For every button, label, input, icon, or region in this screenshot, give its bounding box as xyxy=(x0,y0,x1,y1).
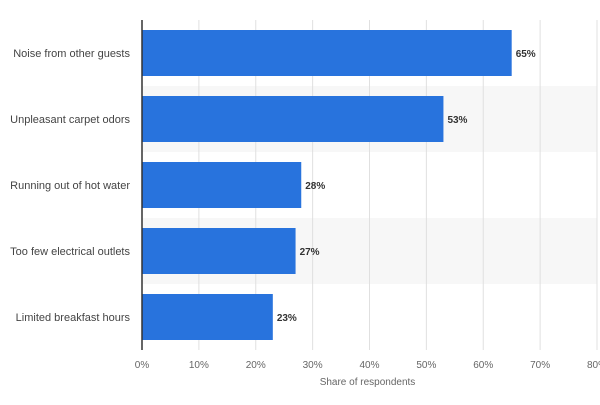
x-tick-label: 10% xyxy=(189,360,209,371)
value-label: 27% xyxy=(300,247,320,258)
x-tick-label: 0% xyxy=(135,360,150,371)
x-tick-label: 50% xyxy=(416,360,436,371)
x-tick-label: 20% xyxy=(246,360,266,371)
value-label: 65% xyxy=(516,49,536,60)
category-label: Too few electrical outlets xyxy=(10,246,130,258)
category-labels: Noise from other guests Unpleasant carpet… xyxy=(10,48,130,324)
category-label: Running out of hot water xyxy=(10,180,130,192)
bar xyxy=(142,228,296,274)
x-tick-label: 60% xyxy=(473,360,493,371)
category-label: Unpleasant carpet odors xyxy=(10,114,130,126)
x-tick-label: 30% xyxy=(303,360,323,371)
value-label: 23% xyxy=(277,313,297,324)
x-tick-label: 70% xyxy=(530,360,550,371)
category-label: Noise from other guests xyxy=(13,48,130,60)
value-labels: 65% 53% 28% 27% 23% xyxy=(277,49,536,324)
bars-layer xyxy=(142,30,512,340)
category-label: Limited breakfast hours xyxy=(16,312,131,324)
bar xyxy=(142,30,512,76)
bar xyxy=(142,162,302,208)
value-label: 53% xyxy=(447,115,467,126)
x-tick-label: 40% xyxy=(359,360,379,371)
x-tick-labels: 0% 10% 20% 30% 40% 50% 60% 70% 80% xyxy=(135,360,600,371)
value-label: 28% xyxy=(305,181,325,192)
bar xyxy=(142,96,444,142)
x-axis-title: Share of respondents xyxy=(320,377,416,388)
x-tick-label: 80% xyxy=(587,360,600,371)
bar xyxy=(142,294,273,340)
